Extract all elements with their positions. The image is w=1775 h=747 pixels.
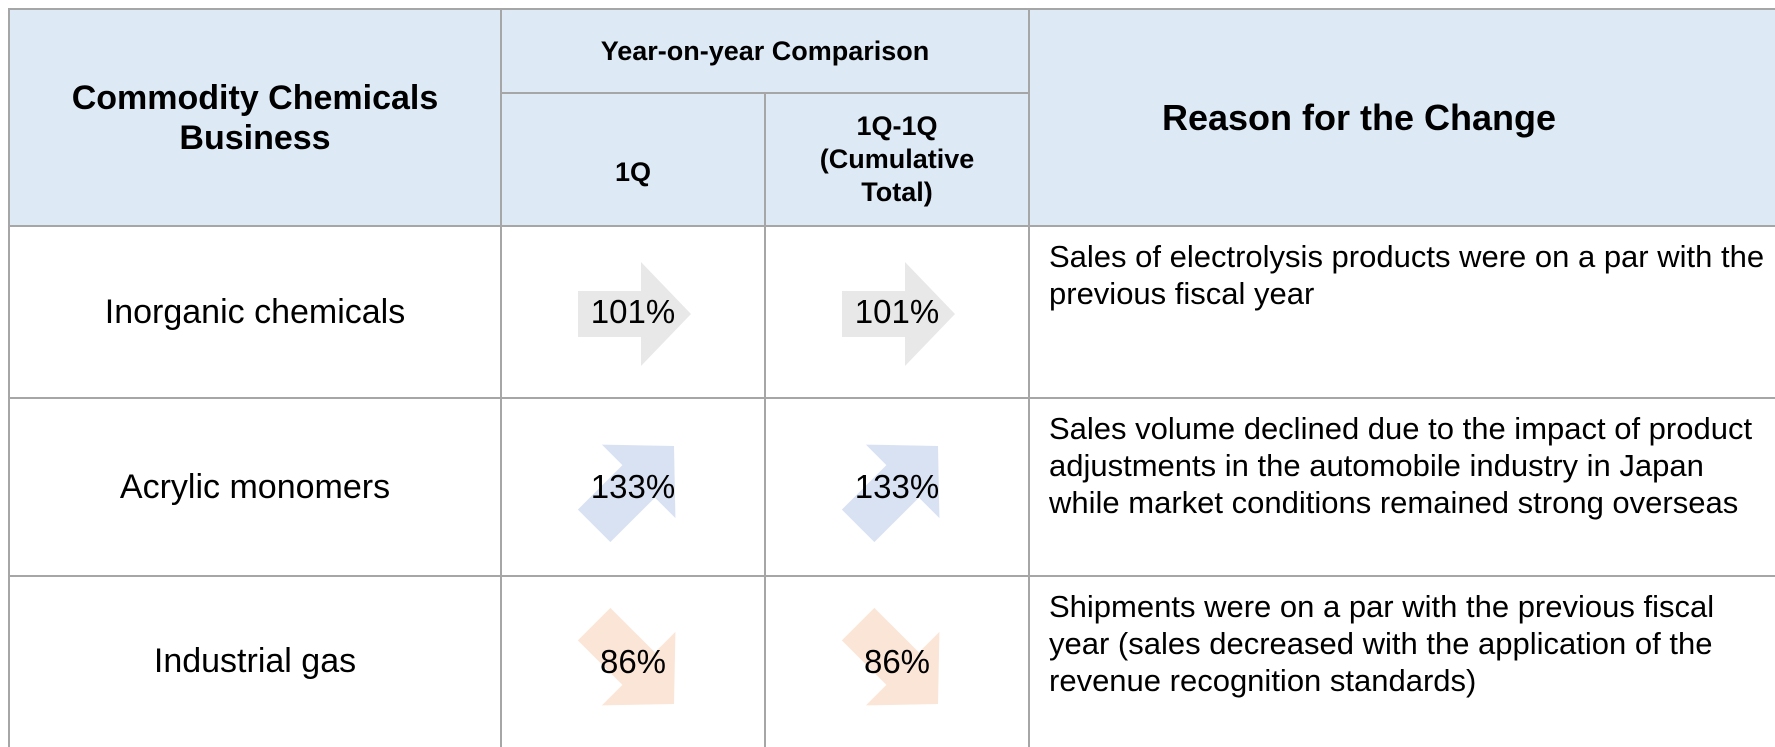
value-1q: 133% — [590, 468, 676, 505]
value-cumulative: 133% — [854, 468, 940, 505]
value-1q: 101% — [590, 293, 676, 330]
row-name: Acrylic monomers — [119, 467, 391, 506]
header-title: Commodity Chemicals Business — [71, 78, 439, 157]
arrow-flat — [842, 262, 955, 366]
header-group: Year-on-year Comparison — [600, 35, 930, 66]
arrow-down — [841, 607, 940, 706]
border — [8, 8, 10, 747]
reason-text: Sales of electrolysis products were on a… — [1049, 239, 1765, 311]
row-name: Industrial gas — [153, 642, 357, 680]
border — [8, 8, 1775, 10]
border — [1028, 8, 1030, 747]
value-cumulative: 101% — [854, 293, 940, 330]
border — [8, 397, 1775, 399]
header-column: 1Q-1Q (Cumulative Total) — [819, 111, 975, 207]
border — [764, 92, 766, 747]
row-name: Inorganic chemicals — [104, 292, 406, 331]
reason-text: Sales volume declined due to the impact … — [1049, 411, 1753, 520]
arrow-flat — [578, 262, 691, 366]
header-background — [9, 9, 1775, 226]
value-cumulative: 86% — [863, 642, 931, 680]
header-reason: Reason for the Change — [1161, 96, 1557, 138]
arrow-down — [577, 607, 676, 706]
header-column: 1Q — [614, 157, 652, 187]
value-1q: 86% — [599, 642, 667, 680]
reason-text: Shipments were on a par with the previou… — [1049, 589, 1715, 698]
arrow-up — [841, 444, 940, 543]
border — [8, 575, 1775, 577]
border — [500, 8, 502, 747]
arrow-up — [577, 444, 676, 543]
border — [8, 225, 1775, 227]
